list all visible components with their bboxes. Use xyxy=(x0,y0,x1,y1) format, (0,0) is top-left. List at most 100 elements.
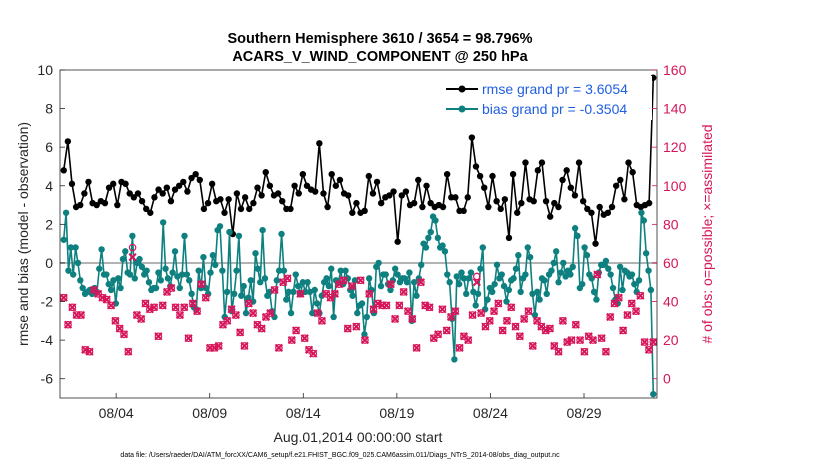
obs-assimilated-point xyxy=(520,314,529,324)
obs-assimilated-point xyxy=(149,303,159,312)
obs-possible-point xyxy=(171,303,180,312)
obs-possible-point xyxy=(167,284,176,292)
obs-assimilated-point xyxy=(563,337,572,347)
data-point xyxy=(101,199,109,207)
data-point xyxy=(96,265,103,272)
obs-possible-point xyxy=(249,309,257,317)
data-point xyxy=(279,198,286,205)
data-point xyxy=(134,190,142,197)
obs-assimilated-point xyxy=(580,347,589,356)
obs-possible-point xyxy=(516,332,524,341)
data-point xyxy=(354,309,361,317)
x-tick-label: 08/09 xyxy=(192,405,227,421)
data-point xyxy=(138,263,146,270)
obs-possible-point xyxy=(227,305,236,314)
data-point xyxy=(336,176,344,184)
data-point xyxy=(375,259,382,267)
data-point xyxy=(77,277,84,284)
data-point xyxy=(609,284,617,292)
data-point xyxy=(625,159,632,166)
data-point xyxy=(361,207,368,215)
data-point xyxy=(131,275,138,282)
data-point xyxy=(509,170,517,178)
data-point xyxy=(262,169,269,176)
obs-possible-point xyxy=(339,276,348,285)
obs-possible-point xyxy=(507,303,516,312)
data-point xyxy=(503,298,510,305)
data-point xyxy=(377,282,385,290)
obs-possible-point xyxy=(623,311,632,319)
data-point xyxy=(266,182,274,189)
obs-possible-point xyxy=(352,322,361,331)
obs-possible-point xyxy=(576,336,584,344)
obs-possible-point xyxy=(361,336,369,344)
obs-assimilated-point xyxy=(356,276,365,285)
obs-assimilated-point xyxy=(511,322,520,331)
obs-assimilated-point xyxy=(59,293,68,302)
obs-possible-point xyxy=(417,278,425,287)
data-point xyxy=(451,356,458,363)
y-tick-label: 10 xyxy=(37,62,53,78)
x-axis: 08/04 08/09 08/14 08/19 08/24 08/29 xyxy=(99,393,602,421)
obs-possible-point xyxy=(442,326,451,335)
obs-assimilated-point xyxy=(550,341,559,351)
data-point xyxy=(453,273,460,280)
obs-assimilated-point xyxy=(369,305,378,314)
data-point xyxy=(628,271,636,278)
data-point xyxy=(180,178,187,186)
data-point xyxy=(474,290,482,298)
data-point xyxy=(479,244,486,251)
obs-assimilated-point xyxy=(507,303,516,312)
obs-assimilated-point xyxy=(640,337,649,347)
y2-tick-label: 80 xyxy=(663,216,679,232)
data-point xyxy=(240,282,247,290)
obs-assimilated-point xyxy=(257,324,266,333)
obs-assimilated-point xyxy=(210,343,219,352)
data-point xyxy=(559,176,566,184)
x-axis-label: Aug.01,2014 00:00:00 start xyxy=(274,429,443,445)
obs-assimilated-point xyxy=(296,289,305,298)
obs-assimilated-point xyxy=(614,293,623,302)
obs-possible-point xyxy=(511,322,520,331)
obs-assimilated-point xyxy=(464,336,473,345)
obs-assimilated-point xyxy=(248,308,258,318)
obs-possible-point xyxy=(559,317,567,325)
obs-possible-point xyxy=(305,345,313,354)
data-point xyxy=(62,209,70,216)
obs-possible-point xyxy=(158,301,167,310)
data-point xyxy=(650,390,657,398)
obs-assimilated-point xyxy=(412,343,421,352)
data-point xyxy=(575,159,583,166)
data-point xyxy=(501,196,509,203)
data-point xyxy=(498,271,505,278)
x-tick-label: 08/24 xyxy=(473,405,508,421)
data-point xyxy=(493,261,501,269)
data-point xyxy=(204,290,212,298)
data-point xyxy=(369,190,377,197)
data-point xyxy=(631,280,638,288)
data-point xyxy=(164,275,172,282)
data-point xyxy=(616,263,624,270)
series-line xyxy=(62,212,655,395)
data-point xyxy=(541,277,548,284)
obs-possible-point xyxy=(262,313,270,321)
obs-possible-point xyxy=(322,290,331,298)
chart-title: Southern Hemisphere 3610 / 3654 = 98.796… xyxy=(227,31,532,47)
data-point xyxy=(497,205,504,213)
obs-assimilated-point xyxy=(481,322,490,331)
data-point xyxy=(235,232,243,240)
obs-possible-point xyxy=(636,291,645,300)
obs-assimilated-point xyxy=(545,324,555,333)
obs-assimilated-point xyxy=(106,301,116,310)
data-point xyxy=(543,290,550,298)
data-point xyxy=(294,282,302,290)
data-point xyxy=(581,244,588,251)
data-point xyxy=(138,198,146,205)
data-point xyxy=(398,192,405,199)
obs-assimilated-point xyxy=(240,341,249,351)
obs-possible-point xyxy=(404,307,412,315)
obs-possible-point xyxy=(313,309,322,317)
data-point xyxy=(588,275,595,282)
data-point xyxy=(212,261,219,269)
